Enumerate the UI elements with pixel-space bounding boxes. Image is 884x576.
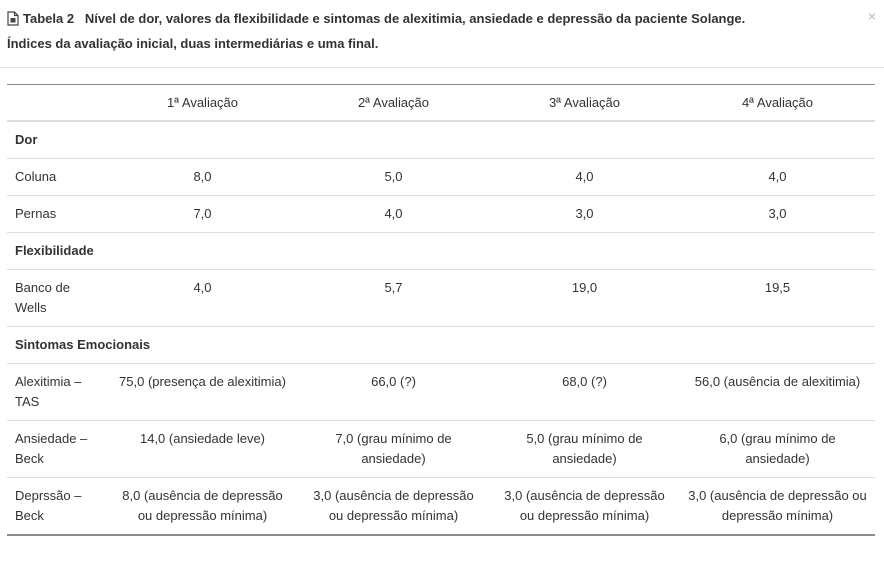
column-header: 3ª Avaliação	[548, 95, 621, 110]
section-title: Sintomas Emocionais	[15, 337, 151, 352]
close-icon: ×	[867, 8, 876, 24]
table-cell: 6,0 (grau mínimo de ansiedade)	[719, 431, 836, 466]
header-divider	[0, 67, 884, 68]
table-cell: 19,5	[764, 280, 791, 295]
column-header: 2ª Avaliação	[357, 95, 430, 110]
caption-title-line1: Nível de dor, valores da flexibilidade e…	[84, 11, 746, 26]
caption-title-line2: Índices da avaliação inicial, duas inter…	[7, 36, 379, 51]
table-cell: 56,0 (ausência de alexitimia)	[694, 374, 861, 389]
table-cell: 66,0 (?)	[371, 374, 416, 389]
section-row: Flexibilidade	[7, 233, 875, 270]
table-cell: 75,0 (presença de alexitimia)	[119, 374, 286, 389]
table-cell: 3,0 (ausência de depressão ou depressão …	[688, 488, 867, 523]
table-cell: 8,0	[193, 169, 212, 184]
row-label: Ansiedade – Beck	[15, 431, 88, 466]
row-label: Alexitimia – TAS	[15, 374, 82, 409]
table-row: Ansiedade – Beck 14,0 (ansiedade leve) 7…	[7, 421, 875, 478]
table-cell: 4,0	[575, 169, 594, 184]
table-cell: 4,0	[384, 206, 403, 221]
table-row: Alexitimia – TAS 75,0 (presença de alexi…	[7, 364, 875, 421]
table-cell: 68,0 (?)	[562, 374, 607, 389]
table-cell: 14,0 (ansiedade leve)	[139, 431, 266, 446]
table-cell: 8,0 (ausência de depressão ou depressão …	[122, 488, 283, 523]
document-icon	[7, 11, 19, 33]
table-row: Coluna 8,0 5,0 4,0 4,0	[7, 159, 875, 196]
table-cell: 7,0 (grau mínimo de ansiedade)	[335, 431, 452, 466]
table-row: Pernas 7,0 4,0 3,0 3,0	[7, 196, 875, 233]
table-row: Deprssão – Beck 8,0 (ausência de depress…	[7, 478, 875, 535]
table-cell: 5,7	[384, 280, 403, 295]
column-header: 1ª Avaliação	[166, 95, 239, 110]
table-header-row: 1ª Avaliação 2ª Avaliação 3ª Avaliação 4…	[7, 84, 875, 122]
column-header: 4ª Avaliação	[741, 95, 814, 110]
row-label: Pernas	[15, 206, 57, 221]
row-label: Banco de Wells	[15, 280, 70, 315]
row-label: Coluna	[15, 169, 57, 184]
table-cell: 7,0	[193, 206, 212, 221]
close-button[interactable]: ×	[868, 9, 876, 23]
table-cell: 5,0 (grau mínimo de ansiedade)	[526, 431, 643, 466]
table-cell: 3,0 (ausência de depressão ou depressão …	[313, 488, 474, 523]
table-cell: 4,0	[768, 169, 787, 184]
table-cell: 3,0	[575, 206, 594, 221]
caption-label: Tabela 2	[23, 11, 75, 26]
table-cell: 3,0	[768, 206, 787, 221]
section-row: Sintomas Emocionais	[7, 327, 875, 364]
table-cell: 19,0	[571, 280, 598, 295]
table-cell: 3,0 (ausência de depressão ou depressão …	[504, 488, 665, 523]
row-label: Deprssão – Beck	[15, 488, 82, 523]
table-cell: 4,0	[193, 280, 212, 295]
section-row: Dor	[7, 121, 875, 159]
column-header	[7, 85, 107, 122]
table-caption: Tabela 2 Nível de dor, valores da flexib…	[7, 8, 867, 55]
data-table: 1ª Avaliação 2ª Avaliação 3ª Avaliação 4…	[7, 84, 875, 536]
table-row: Banco de Wells 4,0 5,7 19,0 19,5	[7, 270, 875, 327]
table-cell: 5,0	[384, 169, 403, 184]
section-title: Flexibilidade	[15, 243, 94, 258]
section-title: Dor	[15, 132, 38, 147]
